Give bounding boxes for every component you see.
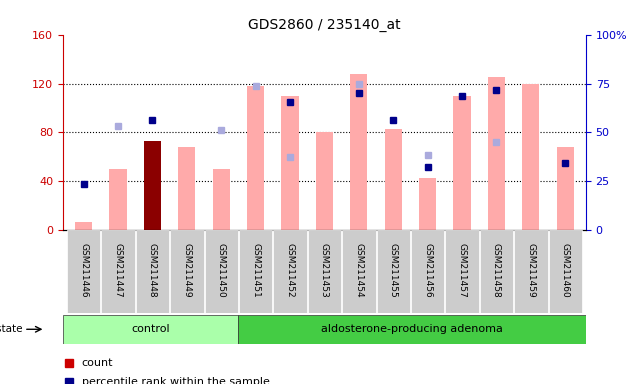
Text: percentile rank within the sample: percentile rank within the sample [82, 377, 270, 384]
Bar [350, 74, 367, 230]
Bar [514, 230, 547, 313]
Bar [316, 132, 333, 230]
Bar [238, 315, 586, 344]
Bar [110, 169, 127, 230]
Text: GSM211460: GSM211460 [561, 243, 570, 297]
Text: aldosterone-producing adenoma: aldosterone-producing adenoma [321, 324, 503, 334]
Bar [411, 230, 444, 313]
Text: GSM211456: GSM211456 [423, 243, 432, 297]
Text: count: count [82, 358, 113, 368]
Text: GSM211446: GSM211446 [79, 243, 88, 297]
Title: GDS2860 / 235140_at: GDS2860 / 235140_at [248, 18, 401, 32]
Text: GSM211452: GSM211452 [285, 243, 295, 297]
Text: GSM211451: GSM211451 [251, 243, 260, 297]
Bar [454, 96, 471, 230]
Bar [170, 230, 203, 313]
Text: disease state: disease state [0, 324, 22, 334]
Bar [273, 230, 307, 313]
Text: control: control [132, 324, 170, 334]
Bar [488, 78, 505, 230]
Bar [385, 129, 402, 230]
Text: GSM211449: GSM211449 [182, 243, 192, 297]
Bar [342, 230, 375, 313]
Text: GSM211457: GSM211457 [457, 243, 467, 297]
Text: GSM211458: GSM211458 [492, 243, 501, 297]
Text: GSM211447: GSM211447 [113, 243, 123, 297]
Bar [101, 230, 135, 313]
Bar [557, 147, 574, 230]
Bar [247, 86, 264, 230]
Bar [67, 230, 100, 313]
Bar [239, 230, 272, 313]
Bar [144, 141, 161, 230]
Bar [419, 178, 436, 230]
Text: GSM211453: GSM211453 [320, 243, 329, 297]
Bar [135, 230, 169, 313]
Text: GSM211455: GSM211455 [389, 243, 398, 297]
Bar [445, 230, 479, 313]
Text: GSM211459: GSM211459 [526, 243, 536, 297]
Text: GSM211450: GSM211450 [217, 243, 226, 297]
Bar [377, 230, 410, 313]
Bar [282, 96, 299, 230]
Bar [307, 230, 341, 313]
Bar [75, 222, 92, 230]
Text: GSM211448: GSM211448 [148, 243, 157, 297]
Bar [63, 315, 238, 344]
Bar [549, 230, 582, 313]
Bar [479, 230, 513, 313]
Bar [522, 84, 539, 230]
Text: GSM211454: GSM211454 [354, 243, 364, 297]
Bar [178, 147, 195, 230]
Bar [205, 230, 238, 313]
Bar [213, 169, 230, 230]
